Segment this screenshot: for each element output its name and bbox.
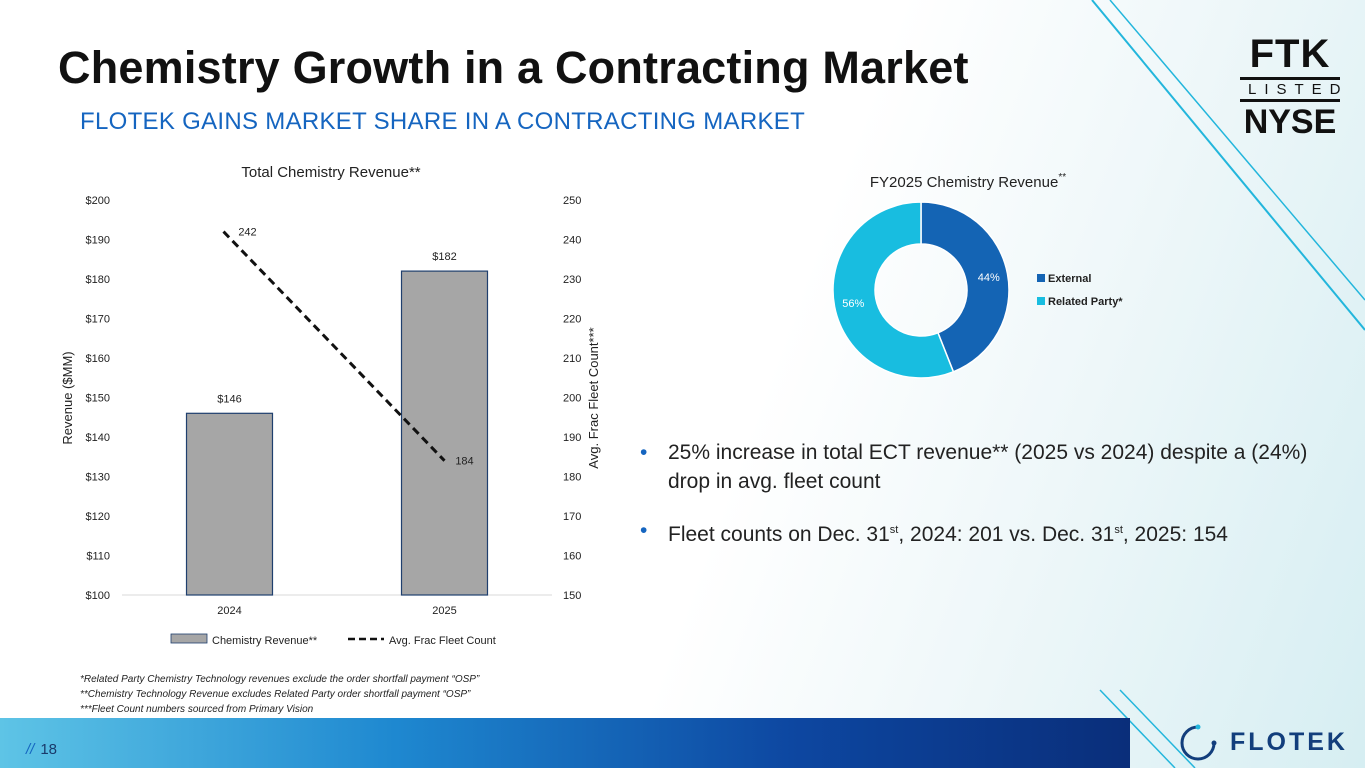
donut-legend-label: Related Party* — [1048, 296, 1123, 308]
y-tick-label-right: 220 — [563, 314, 581, 326]
donut-legend-swatch — [1037, 274, 1045, 282]
bar-2025 — [400, 270, 489, 596]
page-separator: // — [26, 741, 35, 758]
fy2025-chemistry-revenue-donut: FY2025 Chemistry Revenue** 44% 56% Extern… — [832, 172, 1123, 379]
ftk-nyse-logo: FTK LISTED NYSE — [1240, 32, 1341, 141]
footnote-fleet-count: ***Fleet Count numbers sourced from Prim… — [80, 704, 314, 715]
y-tick-label-left: $180 — [86, 274, 110, 286]
legend-label-line: Avg. Frac Fleet Count — [389, 635, 496, 647]
y-tick-label-left: $110 — [86, 551, 110, 563]
footer-bar — [0, 718, 1130, 768]
y-tick-label-right: 200 — [563, 393, 581, 405]
legend-swatch-bar — [170, 633, 208, 644]
y-tick-label-right: 250 — [563, 195, 581, 207]
y-tick-label-right: 190 — [563, 432, 581, 444]
flotek-logo-icon — [1180, 724, 1217, 761]
y-tick-label-right: 230 — [563, 274, 581, 286]
line-data-label: 184 — [455, 456, 473, 468]
legend-label-bar: Chemistry Revenue** — [212, 635, 318, 647]
bullet-item: • 25% increase in total ECT revenue** (2… — [640, 438, 1320, 496]
donut-slice-external — [920, 201, 1010, 373]
bar-2024 — [185, 412, 274, 596]
y-axis-label-right: Avg. Frac Fleet Count*** — [586, 327, 601, 468]
flotek-logo: FLOTEK — [1176, 722, 1348, 762]
donut-legend-label: External — [1048, 273, 1091, 285]
y-tick-label-right: 240 — [563, 235, 581, 247]
flotek-wordmark: FLOTEK — [1230, 727, 1348, 756]
footnote-related-party: *Related Party Chemistry Technology reve… — [80, 674, 480, 685]
donut-slice-label: 44% — [978, 272, 1000, 284]
logo-line-nyse: NYSE — [1243, 103, 1337, 141]
footnote-chemistry-revenue: **Chemistry Technology Revenue excludes … — [80, 689, 471, 700]
bar-data-label: $146 — [217, 393, 241, 405]
page-number: // 18 — [26, 741, 57, 758]
y-tick-label-right: 150 — [563, 590, 581, 602]
bullet-item: • Fleet counts on Dec. 31st, 2024: 201 v… — [640, 516, 1320, 549]
bullet-text: 25% increase in total ECT revenue** (202… — [668, 441, 1308, 493]
y-tick-label-left: $150 — [86, 393, 110, 405]
donut-slice-related-party — [832, 201, 955, 379]
bar-data-label: $182 — [432, 251, 456, 263]
donut-slice-label: 56% — [842, 298, 864, 310]
bar-chart-title: Total Chemistry Revenue** — [241, 164, 420, 181]
y-tick-label-left: $190 — [86, 235, 110, 247]
bar-chart-legend: Chemistry Revenue** Avg. Frac Fleet Coun… — [170, 633, 496, 647]
bullet-dot-icon: • — [640, 519, 648, 542]
footnotes: *Related Party Chemistry Technology reve… — [80, 672, 479, 717]
y-tick-label-right: 180 — [563, 472, 581, 484]
y-axis-label-left: Revenue ($MM) — [60, 351, 75, 444]
y-tick-label-left: $200 — [86, 195, 110, 207]
page-number-value: 18 — [40, 741, 58, 758]
logo-line-listed: LISTED — [1240, 77, 1341, 102]
line-data-label: 242 — [238, 227, 256, 239]
bullet-text: Fleet counts on Dec. 31st, 2024: 201 vs.… — [668, 523, 1228, 546]
y-tick-label-right: 160 — [563, 551, 581, 563]
donut-title: FY2025 Chemistry Revenue** — [870, 172, 1066, 191]
page-title: Chemistry Growth in a Contracting Market — [58, 42, 969, 93]
y-tick-label-left: $100 — [86, 590, 110, 602]
x-tick-label: 2024 — [217, 605, 241, 617]
y-tick-label-left: $120 — [86, 511, 110, 523]
bullet-dot-icon: • — [640, 441, 648, 464]
donut-legend-swatch — [1037, 297, 1045, 305]
logo-line-ftk: FTK — [1249, 32, 1331, 76]
page-subtitle: FLOTEK GAINS MARKET SHARE IN A CONTRACTI… — [80, 108, 806, 135]
y-tick-label-left: $160 — [86, 353, 110, 365]
y-tick-label-right: 210 — [563, 353, 581, 365]
y-tick-label-left: $170 — [86, 314, 110, 326]
key-points: • 25% increase in total ECT revenue** (2… — [640, 438, 1320, 569]
total-chemistry-revenue-chart: Total Chemistry Revenue** $146 $182 242 18… — [60, 164, 601, 647]
y-tick-label-left: $140 — [86, 432, 110, 444]
x-tick-label: 2025 — [432, 605, 456, 617]
fleet-count-line — [222, 230, 446, 462]
y-tick-label-right: 170 — [563, 511, 581, 523]
y-tick-label-left: $130 — [86, 472, 110, 484]
